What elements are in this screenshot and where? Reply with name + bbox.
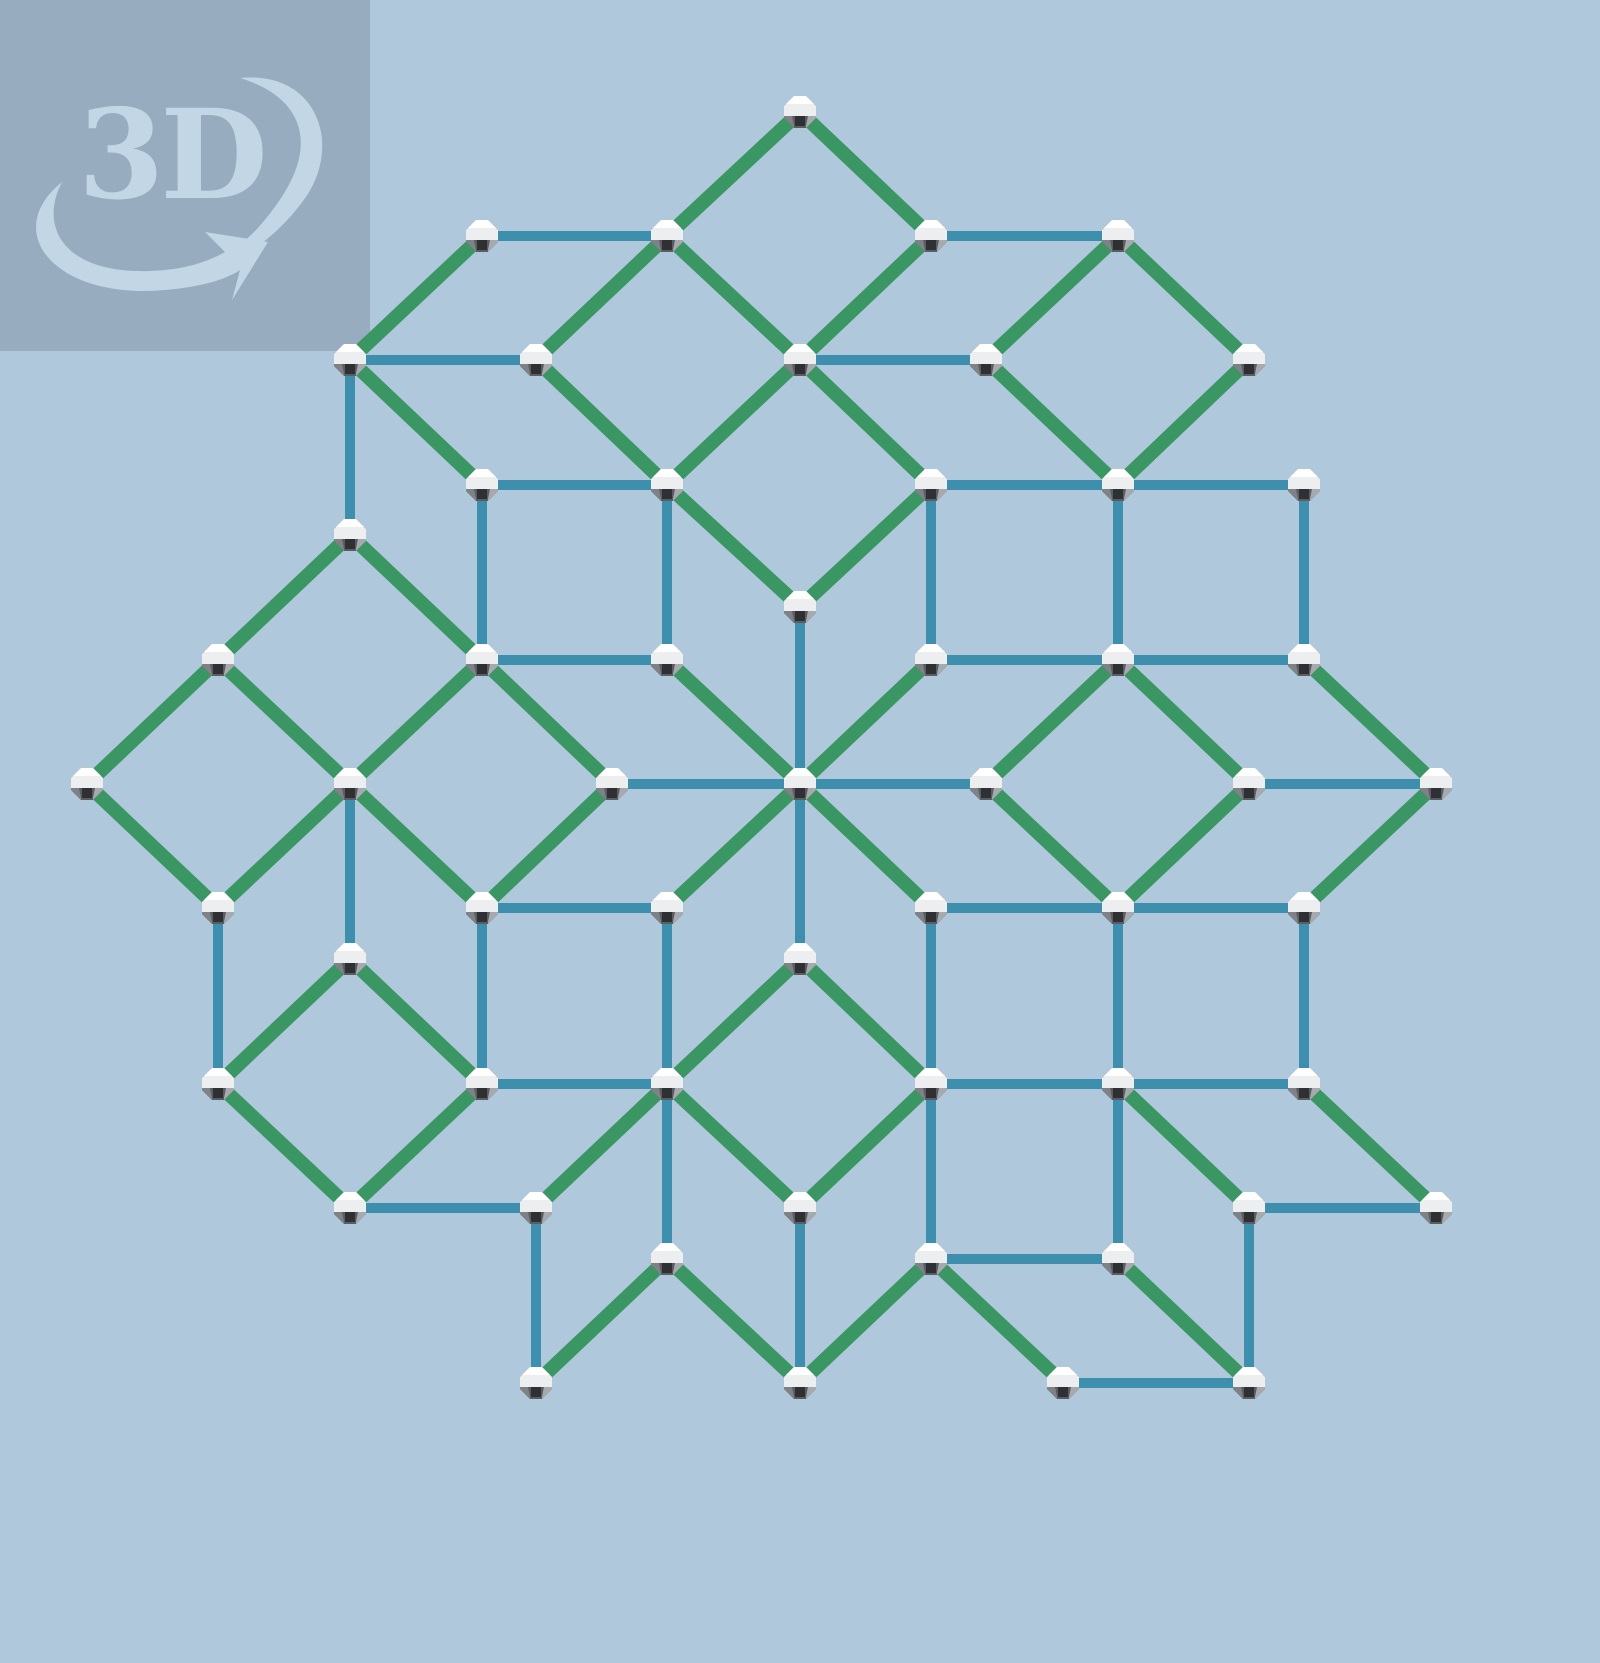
green-edge-40-37	[662, 953, 805, 1090]
green-edge-17-24	[213, 654, 355, 790]
green-edge-26-20	[795, 654, 936, 790]
rotate-arrow-tail-icon	[240, 77, 323, 253]
green-edge-27-34	[981, 778, 1123, 914]
green-edge-7-3	[795, 230, 936, 366]
green-edge-50-54	[926, 1253, 1068, 1389]
green-edge-31-25	[477, 778, 617, 914]
green-edge-42-47	[1113, 1078, 1254, 1214]
green-edge-21-28	[1113, 654, 1254, 790]
badge-label: 3D	[78, 83, 264, 228]
green-edge-35-29	[1299, 778, 1441, 914]
green-edge-23-30	[82, 778, 223, 914]
rotate-3d-badge[interactable]: 3D	[0, 0, 370, 351]
green-edge-51-55	[1113, 1253, 1254, 1389]
green-edge-15-18	[345, 529, 487, 666]
green-edge-8-4	[981, 230, 1123, 366]
green-edge-11-16	[662, 479, 805, 613]
green-edge-40-46	[662, 1078, 805, 1214]
green-edge-18-25	[477, 654, 617, 790]
green-edge-5-10	[345, 354, 487, 491]
green-edge-53-50	[795, 1253, 936, 1389]
green-edge-17-15	[213, 529, 355, 666]
green-edge-13-9	[1113, 354, 1254, 491]
green-edge-38-36	[213, 953, 355, 1090]
green-edge-2-7	[662, 230, 805, 366]
green-edge-45-40	[531, 1078, 672, 1214]
green-edge-8-13	[981, 354, 1123, 491]
green-edge-36-39	[345, 953, 487, 1090]
green-edge-30-24	[213, 778, 355, 914]
edges-layer	[82, 106, 1441, 1389]
rotate-3d-icon: 3D	[36, 77, 323, 300]
green-edge-7-12	[795, 354, 936, 491]
lattice-node-14	[1288, 469, 1320, 501]
green-edge-4-9	[1113, 230, 1254, 366]
green-edge-26-33	[795, 778, 936, 914]
green-edge-6-2	[531, 230, 672, 366]
green-edge-19-26	[662, 654, 805, 790]
green-edge-0-3	[795, 106, 936, 242]
green-edge-46-41	[795, 1078, 936, 1214]
green-edge-22-29	[1299, 654, 1441, 790]
green-edge-38-44	[213, 1078, 355, 1214]
green-edge-52-49	[531, 1253, 672, 1389]
green-edge-5-1	[345, 230, 487, 366]
green-edge-23-17	[82, 654, 223, 790]
green-edge-44-39	[345, 1078, 487, 1214]
green-edge-6-11	[531, 354, 672, 491]
green-edge-49-53	[662, 1253, 805, 1389]
green-edge-2-0	[662, 106, 805, 242]
green-edge-24-18	[345, 654, 487, 790]
green-edge-37-41	[795, 953, 936, 1090]
green-edge-34-28	[1113, 778, 1254, 914]
rotate-arrow-icon	[36, 182, 268, 300]
green-edge-32-26	[662, 778, 805, 914]
green-edge-24-31	[345, 778, 487, 914]
green-edge-27-21	[981, 654, 1123, 790]
green-edge-43-48	[1299, 1078, 1441, 1214]
green-edge-11-7	[662, 354, 805, 491]
green-edge-16-12	[795, 479, 936, 613]
